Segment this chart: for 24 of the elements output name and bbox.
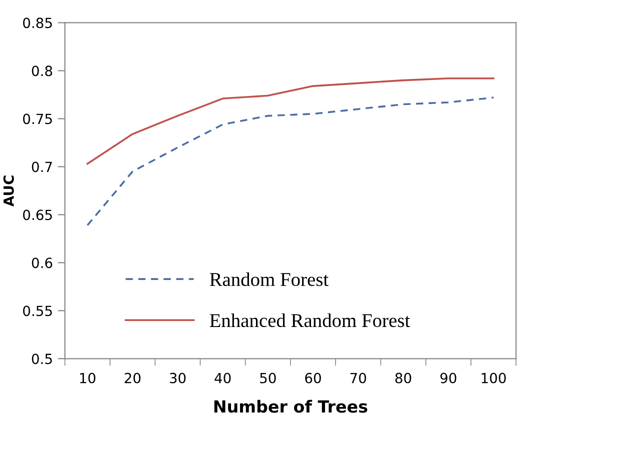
y-tick-label: 0.55 xyxy=(23,306,52,316)
x-tick-label: 60 xyxy=(305,372,321,384)
y-tick-label: 0.65 xyxy=(23,210,52,220)
x-tick-label: 20 xyxy=(124,372,140,384)
x-tick-label: 10 xyxy=(80,372,96,384)
x-tick-label: 90 xyxy=(440,372,456,384)
legend-label: Random Forest xyxy=(210,272,329,286)
y-tick-label: 0.7 xyxy=(32,162,52,172)
x-tick-label: 100 xyxy=(482,372,506,384)
x-tick-label: 30 xyxy=(170,372,186,384)
x-axis-title: Number of Trees xyxy=(214,400,368,413)
y-axis-title: AUC xyxy=(3,176,14,207)
line-series xyxy=(86,77,494,165)
line-series xyxy=(86,96,494,226)
y-tick-label: 0.6 xyxy=(32,258,52,268)
legend-label: Enhanced Random Forest xyxy=(210,313,410,328)
x-tick-label: 70 xyxy=(350,372,366,384)
x-tick-label: 50 xyxy=(260,372,276,384)
x-tick-label: 40 xyxy=(214,372,231,384)
y-tick-label: 0.8 xyxy=(32,66,52,76)
y-tick-label: 0.5 xyxy=(32,354,52,364)
y-tick-label: 0.75 xyxy=(23,114,52,124)
y-tick-label: 0.85 xyxy=(23,18,52,28)
x-tick-label: 80 xyxy=(395,372,412,384)
